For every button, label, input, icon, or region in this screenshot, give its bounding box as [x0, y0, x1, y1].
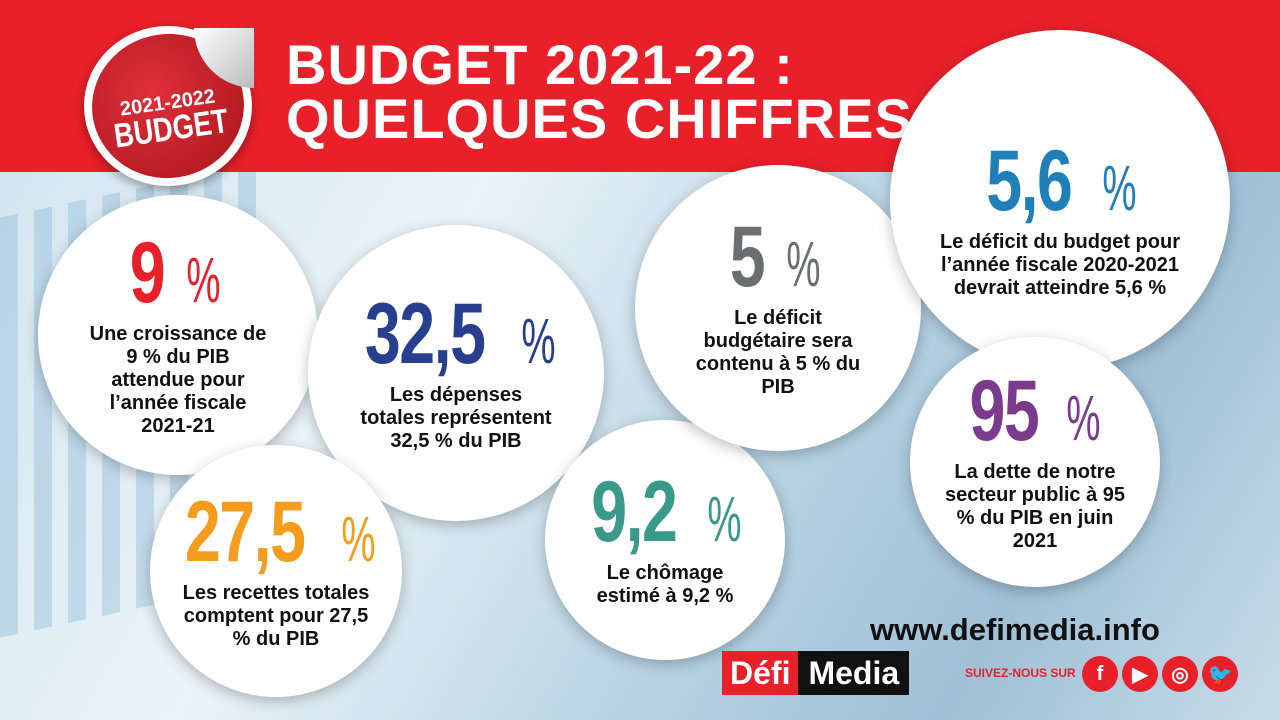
stat-number: 5,6 [985, 132, 1073, 229]
percent-sign: % [1066, 382, 1101, 454]
stat-number: 5 [729, 209, 765, 305]
page-title: BUDGET 2021-22 : QUELQUES CHIFFRES [286, 33, 913, 150]
stat-value: 5,6% [972, 132, 1148, 229]
stat-number: 27,5 [184, 483, 306, 580]
percent-sign: % [186, 243, 221, 316]
stat-number: 9,2 [590, 464, 678, 560]
stat-description: Le déficit budgétaire sera contenu à 5 %… [695, 307, 861, 398]
budget-sticker-logo: 2021-2022 BUDGET [82, 24, 254, 188]
stat-description: Le déficit du budget pour l’année fiscal… [940, 230, 1180, 299]
stat-description: Une croissance de 9 % du PIB attendue po… [89, 322, 267, 437]
stat-description: Le chômage estimé à 9,2 % [596, 562, 734, 607]
stat-circle: 27,5% Les recettes totales comptent pour … [150, 445, 402, 697]
title-line-2: QUELQUES CHIFFRES [286, 87, 913, 150]
instagram-icon[interactable]: ◎ [1162, 656, 1198, 692]
stat-circle: 5,6% Le déficit du budget pour l’année fi… [890, 30, 1230, 370]
stat-number: 9 [129, 224, 165, 321]
stat-number: 32,5 [364, 285, 486, 382]
stat-description: Les recettes totales comptent pour 27,5 … [182, 581, 370, 650]
facebook-icon[interactable]: f [1082, 656, 1118, 692]
stat-circle: 32,5% Les dépenses totales représentent 3… [308, 225, 604, 521]
defimedia-logo: Défi Media [722, 651, 910, 695]
stat-value: 5% [724, 209, 833, 305]
twitter-icon[interactable]: 🐦 [1202, 656, 1238, 692]
stat-value: 27,5% [165, 483, 387, 580]
stat-circle: 9% Une croissance de 9 % du PIB attendue … [38, 195, 318, 475]
title-line-1: BUDGET 2021-22 : [286, 33, 794, 96]
website-link[interactable]: www.defimedia.info [870, 612, 1160, 647]
stat-number: 95 [969, 363, 1039, 459]
stat-circle: 95% La dette de notre secteur public à 95… [910, 337, 1160, 587]
youtube-icon[interactable]: ▶ [1122, 656, 1158, 692]
stat-circle: 5% Le déficit budgétaire sera contenu à 5… [635, 165, 921, 451]
percent-sign: % [521, 304, 556, 377]
stat-description: La dette de notre secteur public à 95 % … [944, 461, 1126, 552]
percent-sign: % [341, 502, 376, 575]
logo-part-1: Défi [722, 651, 799, 695]
stat-circle: 9,2% Le chômage estimé à 9,2 % [545, 420, 785, 660]
stat-value: 32,5% [345, 285, 567, 382]
stat-value: 9% [124, 224, 233, 321]
logo-part-2: Media [798, 651, 910, 695]
percent-sign: % [786, 228, 821, 300]
percent-sign: % [707, 483, 742, 555]
stat-value: 95% [958, 363, 1113, 459]
percent-sign: % [1102, 151, 1137, 224]
follow-us-label: SUIVEZ-NOUS SUR [965, 666, 1076, 680]
stat-description: Les dépenses totales représentent 32,5 %… [360, 383, 552, 452]
stat-value: 9,2% [577, 464, 753, 560]
